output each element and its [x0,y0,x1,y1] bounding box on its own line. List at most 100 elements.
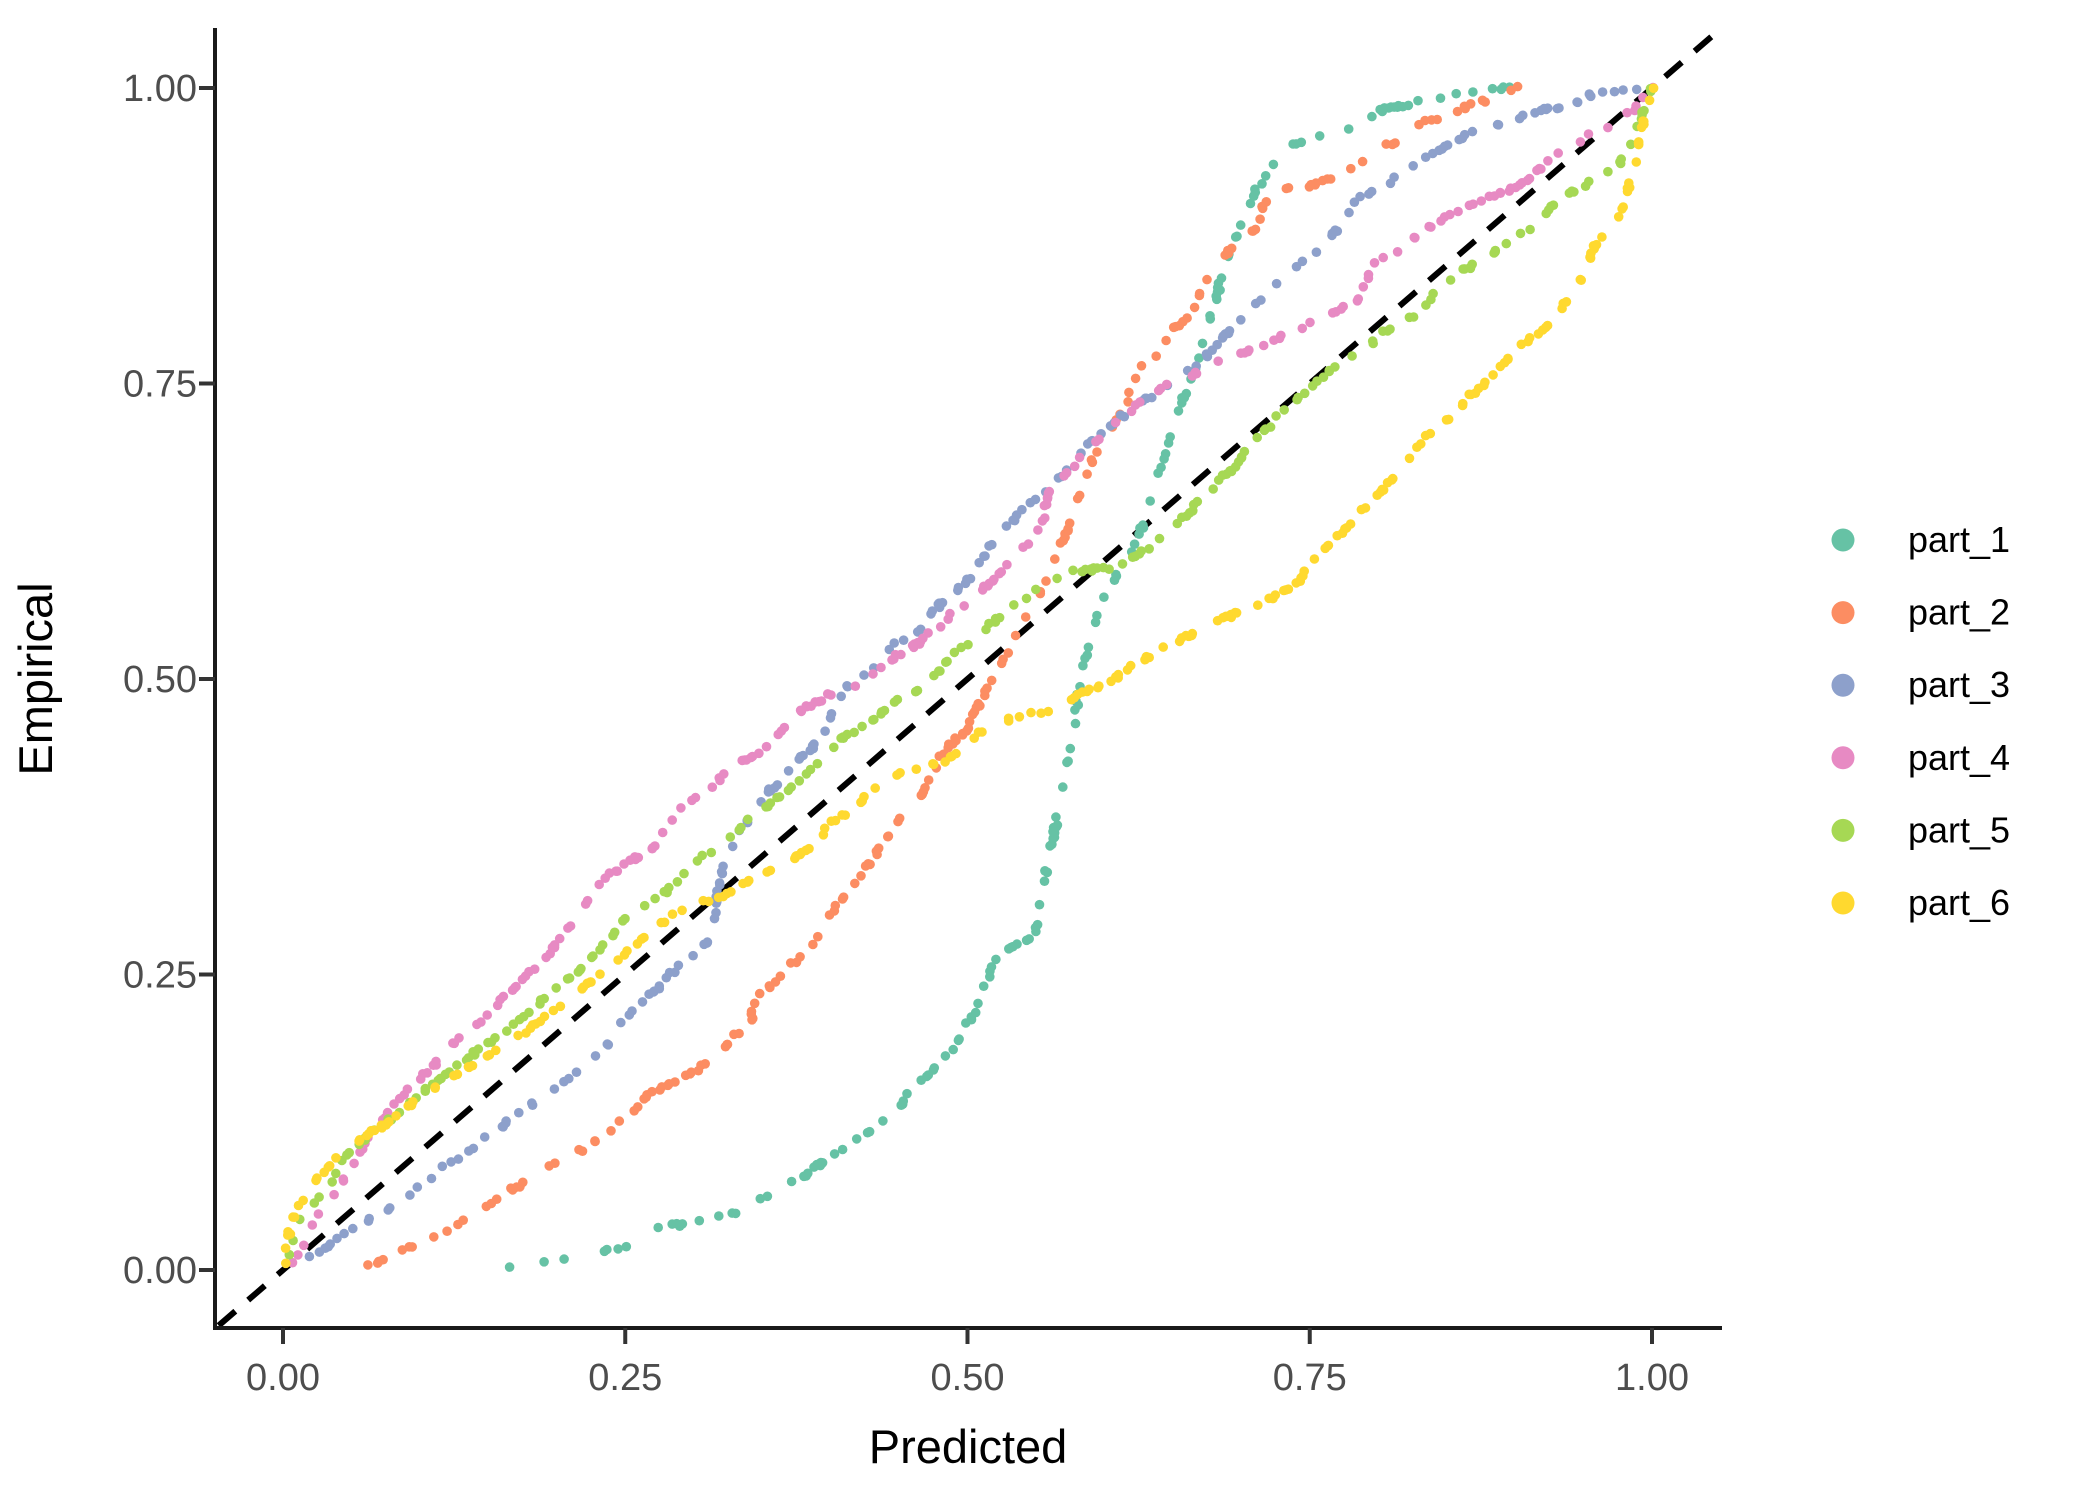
data-point [1459,129,1470,140]
data-point [1092,610,1102,621]
data-point [329,1189,339,1200]
data-point [1584,176,1594,187]
data-point [1309,554,1320,564]
data-point [1017,504,1027,515]
data-point [1033,525,1043,535]
data-point [588,951,598,961]
data-point [454,1033,464,1043]
data-point [1597,232,1607,242]
data-point [898,635,909,645]
data-point [1244,345,1254,355]
data-point [951,748,961,759]
data-point [859,791,869,802]
data-point [364,1213,375,1224]
data-point [331,1153,341,1163]
data-point [1345,519,1356,529]
data-point [1208,484,1218,494]
data-point [298,1195,309,1206]
data-point [1232,231,1242,242]
data-point [1487,83,1498,94]
data-point [829,742,839,753]
data-point [856,871,866,881]
data-point [639,932,649,943]
data-point [590,1051,601,1061]
data-point [529,964,540,974]
data-point [940,1051,951,1061]
data-point [1216,273,1227,283]
data-point [829,1149,840,1159]
data-point [1197,338,1208,349]
y-tick-label: 1.00 [123,68,197,110]
data-point [1014,712,1025,722]
data-point [402,1084,413,1094]
data-point [338,1174,349,1184]
data-point [1330,362,1340,372]
data-point [1030,494,1041,505]
data-point [1353,294,1364,304]
data-point [304,1251,315,1262]
data-point [727,841,738,852]
data-point [869,714,879,725]
data-point [327,1177,338,1187]
data-point [1136,361,1147,371]
data-point [476,1017,486,1027]
data-point [627,1006,637,1016]
data-point [1622,107,1632,118]
data-point [1525,224,1535,235]
data-point [548,1005,559,1016]
data-point [283,1227,293,1237]
data-point [613,1244,623,1254]
data-point [1158,642,1168,652]
data-point [420,1083,431,1094]
data-point [1260,171,1271,181]
data-point [1235,220,1246,230]
data-point [339,1228,349,1239]
data-point [1160,449,1171,459]
data-point [482,1010,493,1020]
data-point [1451,88,1461,99]
data-point [991,954,1001,965]
data-point [1224,326,1235,336]
data-point [1069,461,1080,472]
data-point [1445,209,1455,220]
data-point [1052,573,1062,584]
data-point [1413,95,1423,106]
data-point [672,877,683,887]
data-point [754,988,765,999]
data-point [765,865,776,876]
data-point [734,1028,744,1039]
data-point [774,792,785,802]
data-point [1445,275,1456,285]
data-point [1252,432,1262,443]
data-point [1283,183,1294,193]
data-point [1111,569,1121,580]
data-point [1347,351,1357,361]
data-point [754,748,764,759]
data-point [1467,126,1478,137]
x-tick-label: 0.50 [931,1357,1005,1399]
data-point [1378,485,1389,495]
data-point [1548,200,1559,210]
data-point [1344,207,1354,218]
data-point [934,666,944,676]
data-point [1239,446,1250,457]
data-point [1213,356,1223,367]
data-point [676,803,686,813]
data-point [1113,669,1124,680]
data-point [1618,202,1628,212]
data-point [1467,259,1477,270]
data-point [1297,256,1308,267]
data-point [819,823,830,834]
data-point [898,1096,909,1106]
data-point [864,1126,875,1137]
data-point [1631,157,1642,167]
data-point [1052,820,1063,830]
data-point [1572,97,1583,108]
data-point [1453,206,1463,217]
data-point [502,1026,512,1036]
data-point [446,1157,456,1167]
data-point [1322,541,1333,551]
data-point [1135,397,1145,407]
data-point [1050,554,1060,564]
data-point [1644,95,1655,106]
